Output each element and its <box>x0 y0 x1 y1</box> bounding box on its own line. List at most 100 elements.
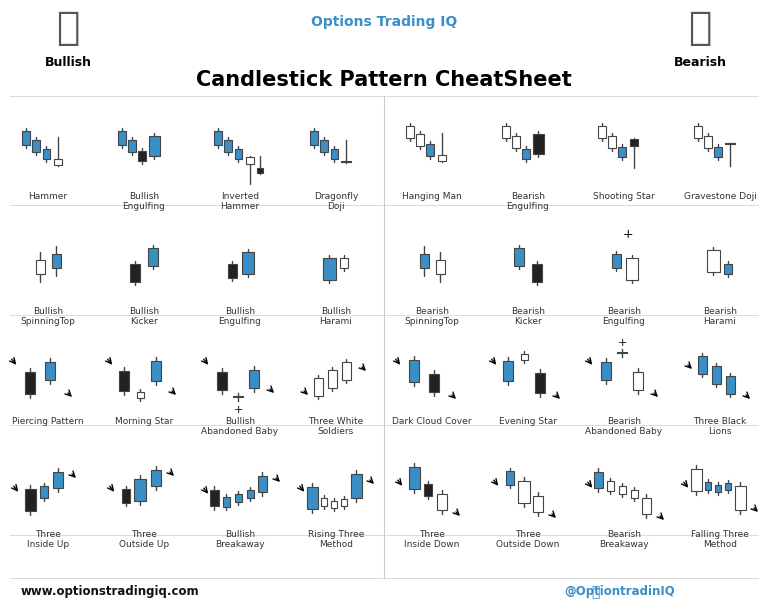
Bar <box>40 486 48 498</box>
Bar <box>426 144 434 156</box>
Text: Bullish
Engulfing: Bullish Engulfing <box>219 307 261 327</box>
Bar <box>321 498 327 506</box>
Bar <box>227 264 237 278</box>
Text: Inverted
Hammer: Inverted Hammer <box>220 192 260 211</box>
Bar <box>42 149 49 159</box>
Bar <box>224 140 232 152</box>
Text: Bearish
Breakaway: Bearish Breakaway <box>599 530 649 549</box>
Bar <box>409 467 419 489</box>
Text: Bearish
SpinningTop: Bearish SpinningTop <box>405 307 459 327</box>
Bar <box>535 373 545 393</box>
Bar <box>406 126 414 138</box>
Bar <box>234 494 241 502</box>
Text: Bullish
Abandoned Baby: Bullish Abandoned Baby <box>201 417 279 436</box>
Text: Three
Outside Down: Three Outside Down <box>496 530 560 549</box>
Bar <box>522 149 530 159</box>
Bar <box>704 136 712 148</box>
Bar <box>217 372 227 390</box>
Bar <box>512 136 520 148</box>
Bar <box>350 474 362 498</box>
Bar <box>151 470 161 486</box>
Text: 🐂: 🐂 <box>56 9 80 47</box>
Bar <box>53 472 63 488</box>
Bar <box>246 157 254 163</box>
Text: Three
Inside Down: Three Inside Down <box>404 530 460 549</box>
Bar <box>340 258 348 268</box>
Bar <box>734 486 746 510</box>
Bar <box>257 168 263 172</box>
Bar <box>119 371 129 391</box>
Bar <box>435 260 445 274</box>
Text: www.optionstradingiq.com: www.optionstradingiq.com <box>21 586 200 598</box>
Bar <box>608 136 616 148</box>
Text: 🐦: 🐦 <box>591 585 599 599</box>
Bar <box>618 147 626 157</box>
Bar <box>601 362 611 380</box>
Bar <box>714 147 722 157</box>
Bar <box>429 374 439 392</box>
Text: Bullish
Harami: Bullish Harami <box>319 307 353 327</box>
Text: Morning Star: Morning Star <box>115 417 173 426</box>
Text: Hanging Man: Hanging Man <box>402 192 462 201</box>
Text: Bullish
Kicker: Bullish Kicker <box>129 307 159 327</box>
Bar <box>323 258 336 280</box>
Text: Evening Star: Evening Star <box>499 417 557 426</box>
Text: Bearish
Engulfing: Bearish Engulfing <box>603 307 645 327</box>
Bar <box>711 366 720 384</box>
Bar <box>419 254 429 268</box>
Bar <box>32 140 40 152</box>
Text: Dragonfly
Doji: Dragonfly Doji <box>314 192 358 211</box>
Bar <box>424 484 432 496</box>
Bar <box>626 258 638 280</box>
Bar <box>514 248 524 266</box>
Bar <box>705 482 711 490</box>
Bar <box>320 140 328 152</box>
Bar <box>633 372 643 390</box>
Text: +: + <box>617 338 627 348</box>
Text: Three White
Soldiers: Three White Soldiers <box>309 417 363 436</box>
Bar <box>327 370 336 388</box>
Text: Piercing Pattern: Piercing Pattern <box>12 417 84 426</box>
Bar <box>138 151 146 161</box>
Bar <box>137 392 144 398</box>
Bar <box>35 260 45 274</box>
Bar <box>148 248 158 266</box>
Bar <box>518 481 530 503</box>
Bar <box>257 476 266 492</box>
Bar <box>598 126 606 138</box>
Bar <box>25 372 35 394</box>
Bar <box>416 134 424 146</box>
Bar <box>631 490 637 498</box>
Bar <box>341 499 347 506</box>
Text: Bullish
Engulfing: Bullish Engulfing <box>123 192 165 211</box>
Bar <box>611 254 621 268</box>
Bar <box>118 131 126 145</box>
Bar <box>618 486 625 494</box>
Text: Gravestone Doji: Gravestone Doji <box>684 192 756 201</box>
Bar <box>725 483 731 489</box>
Bar <box>409 360 419 382</box>
Text: Bearish
Abandoned Baby: Bearish Abandoned Baby <box>585 417 663 436</box>
Bar <box>210 490 219 506</box>
Bar <box>330 149 337 159</box>
Bar <box>726 376 734 394</box>
Bar <box>242 252 254 274</box>
Bar <box>331 500 337 508</box>
Bar <box>130 264 140 282</box>
Text: 🐻: 🐻 <box>688 9 712 47</box>
Text: Options Trading IQ: Options Trading IQ <box>311 15 457 29</box>
Text: Shooting Star: Shooting Star <box>593 192 655 201</box>
Text: @OptiontradinIQ: @OptiontradinIQ <box>564 586 675 598</box>
Bar <box>437 494 447 510</box>
Text: Bearish
Engulfing: Bearish Engulfing <box>507 192 549 211</box>
Bar <box>247 490 253 498</box>
Bar <box>122 489 130 503</box>
Bar <box>148 136 160 156</box>
Bar <box>724 264 732 274</box>
Bar <box>694 126 702 138</box>
Text: +: + <box>233 405 243 415</box>
Bar <box>503 361 513 381</box>
Bar <box>249 370 259 388</box>
Text: Bearish
Kicker: Bearish Kicker <box>511 307 545 327</box>
Bar <box>697 356 707 374</box>
